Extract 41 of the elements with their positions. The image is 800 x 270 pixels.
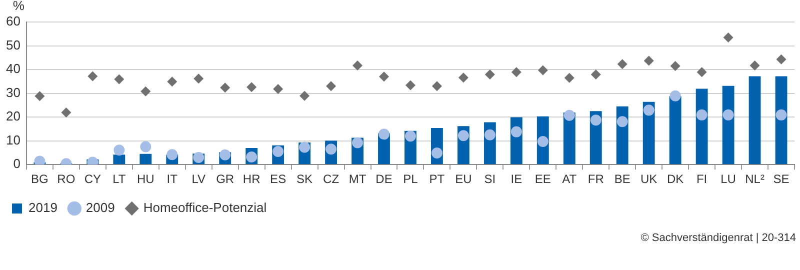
x-tick-label: BG bbox=[31, 172, 48, 186]
legend-label: 2009 bbox=[86, 200, 115, 216]
x-tick-label: LU bbox=[720, 172, 736, 186]
x-tick-label: PT bbox=[429, 172, 446, 186]
y-tick-label: 20 bbox=[6, 108, 20, 124]
x-tick-label: FI bbox=[696, 172, 708, 186]
x-tick-label: EU bbox=[455, 172, 472, 186]
x-tick-label: MT bbox=[348, 172, 367, 186]
y-tick-label: 0 bbox=[13, 156, 20, 172]
x-tick-label: CY bbox=[84, 172, 102, 186]
x-tick-label: LV bbox=[192, 172, 206, 186]
y-axis-title: % bbox=[12, 0, 25, 14]
legend-label: Homeoffice-Potenzial bbox=[143, 200, 267, 216]
x-tick-label: DE bbox=[376, 172, 392, 186]
x-tick-label: CZ bbox=[323, 172, 340, 186]
x-tick-label: IE bbox=[510, 172, 522, 186]
y-tick-label: 10 bbox=[6, 132, 20, 148]
x-tick-label: BE bbox=[614, 172, 630, 186]
x-tick-label: SE bbox=[773, 172, 790, 186]
y-tick-label: 50 bbox=[6, 37, 20, 52]
text: © Sachverständigenrat | 20-314 bbox=[640, 232, 796, 244]
y-tick-label: 30 bbox=[6, 84, 20, 100]
x-tick-label: EE bbox=[534, 172, 551, 186]
x-tick-label: AT bbox=[562, 172, 578, 186]
x-tick-label: RO bbox=[57, 172, 76, 186]
x-tick-label: SI bbox=[484, 172, 496, 186]
x-tick-label: FR bbox=[588, 172, 604, 186]
x-tick-label: ES bbox=[270, 172, 286, 186]
x-tick-label: LT bbox=[112, 172, 126, 186]
x-tick-label: HR bbox=[242, 172, 261, 186]
x-tick-label: IT bbox=[166, 172, 178, 186]
legend-label: 2019 bbox=[28, 200, 58, 216]
x-tick-label: GR bbox=[216, 172, 234, 186]
y-tick-label: 60 bbox=[6, 14, 20, 29]
x-tick-label: SK bbox=[296, 172, 313, 186]
y-tick-label: 40 bbox=[6, 61, 20, 76]
x-tick-label: NL² bbox=[745, 172, 764, 186]
x-tick-label: HU bbox=[136, 172, 154, 186]
x-tick-label: DK bbox=[666, 172, 684, 186]
x-tick-label: PL bbox=[403, 172, 418, 186]
x-tick-label: UK bbox=[640, 172, 658, 186]
